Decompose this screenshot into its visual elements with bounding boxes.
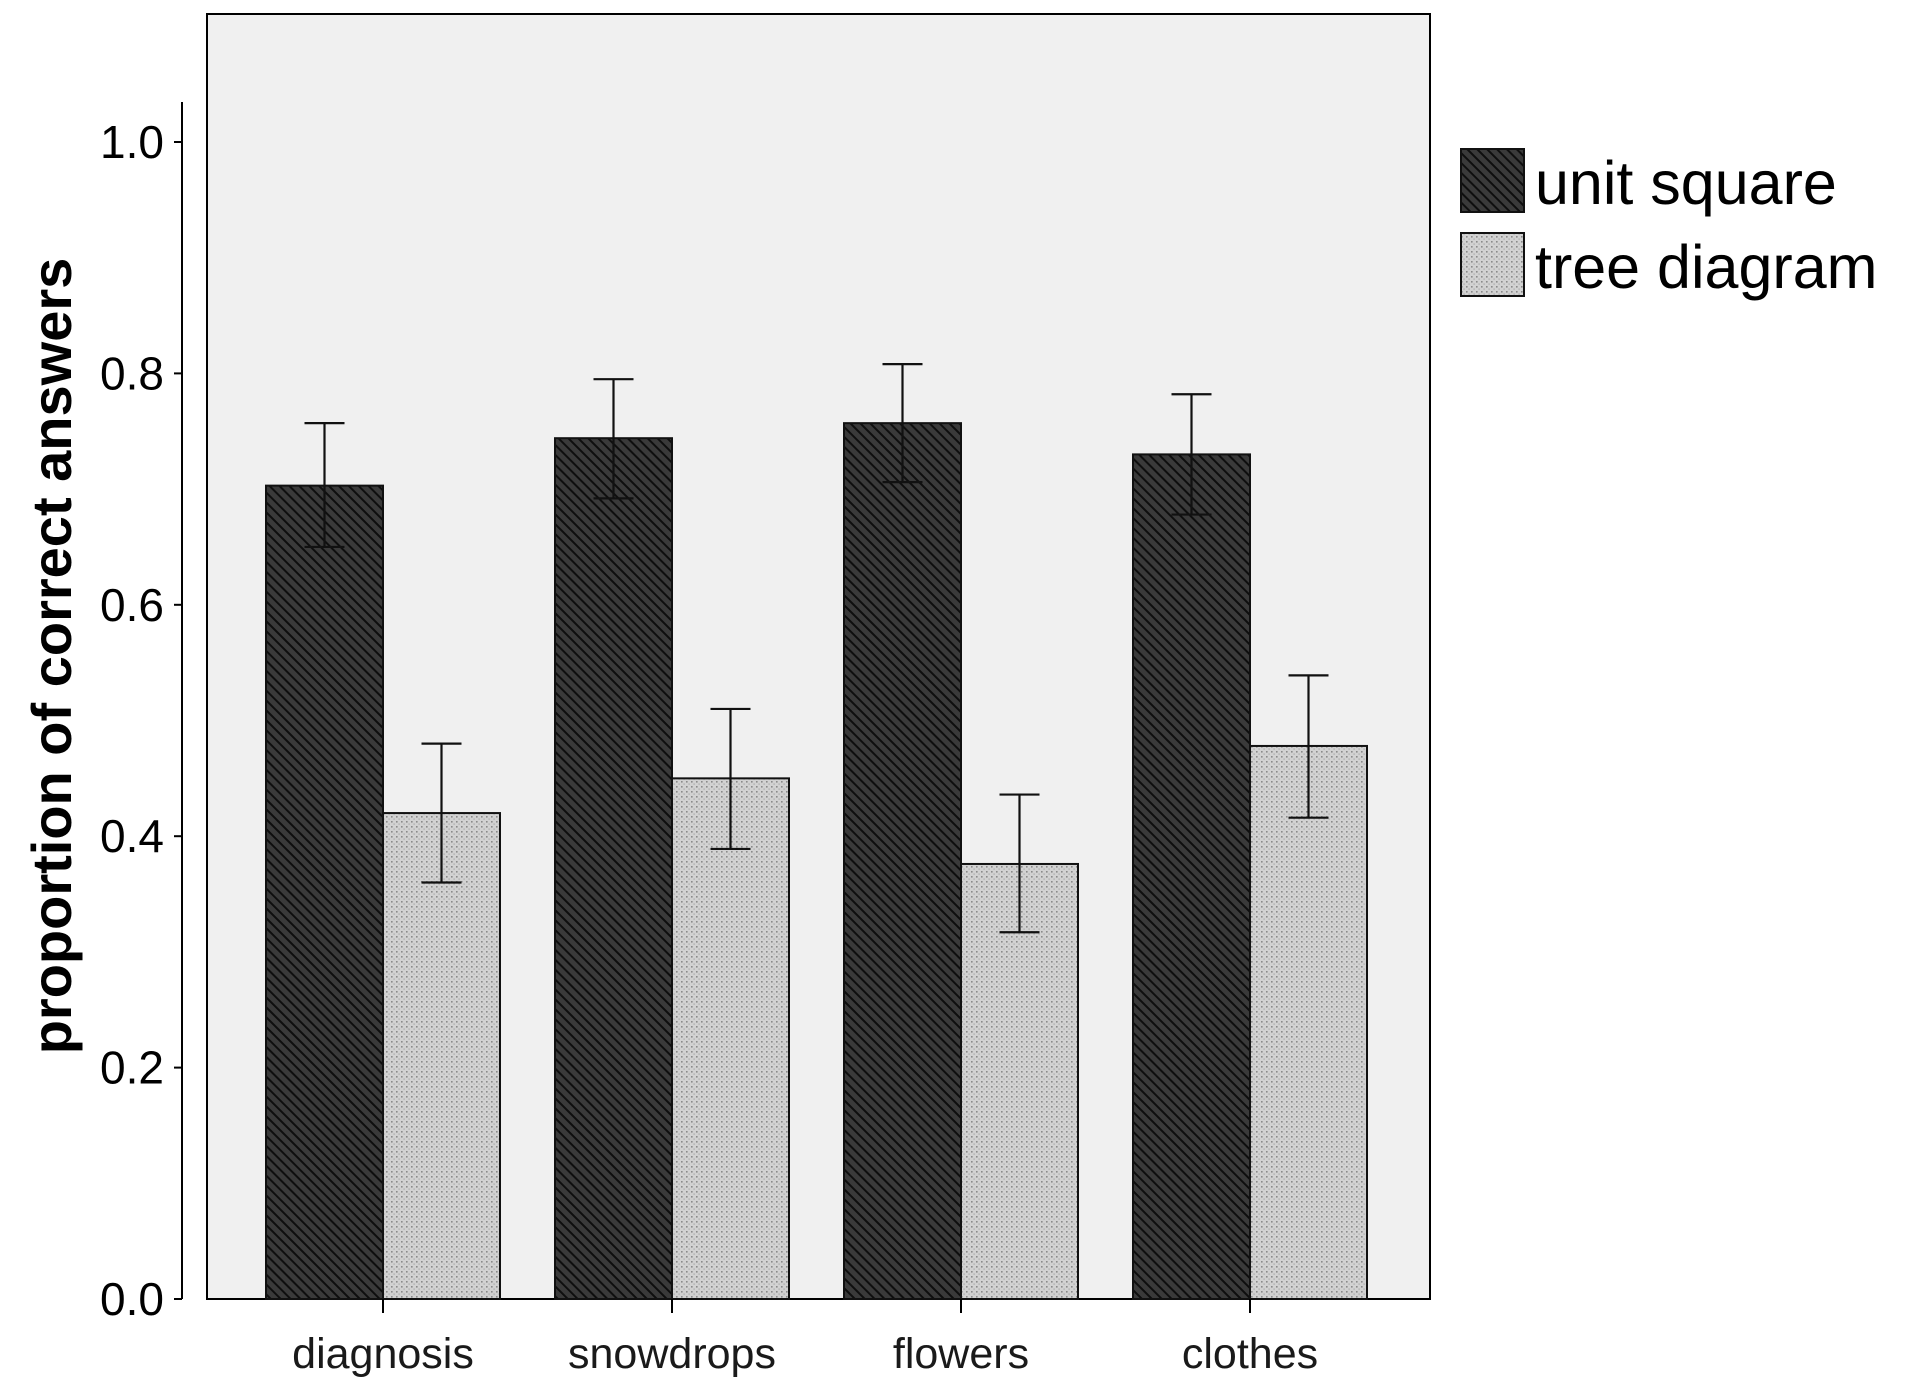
- y-tick-label-0.0: 0.0: [100, 1273, 164, 1325]
- bar-tree-diagram-snowdrops: [671, 777, 790, 1300]
- bar-unit-square-snowdrops: [554, 437, 673, 1300]
- x-tick-label-diagnosis: diagnosis: [292, 1330, 474, 1378]
- bar-unit-square-diagnosis: [265, 484, 384, 1300]
- legend-swatch-tree-diagram: [1460, 232, 1525, 297]
- y-tick-label-0.6: 0.6: [100, 579, 164, 631]
- y-tick-label-0.2: 0.2: [100, 1042, 164, 1094]
- bar-unit-square-clothes: [1132, 453, 1251, 1300]
- error-bar-tree-diagram-snowdrops: [710, 707, 751, 851]
- error-bar-tree-diagram-clothes: [1288, 674, 1329, 819]
- legend-label-unit-square: unit square: [1535, 149, 1837, 217]
- error-bar-unit-square-snowdrops: [593, 378, 634, 500]
- error-bar-tree-diagram-diagnosis: [421, 742, 462, 884]
- bar-tree-diagram-clothes: [1249, 744, 1368, 1300]
- legend-swatch-unit-square: [1460, 148, 1525, 213]
- error-bar-unit-square-diagnosis: [304, 422, 345, 549]
- chart-axes: diagnosis snowdrops flowers clothes 0.0 0.2 0.…: [100, 102, 1318, 1378]
- legend: unit square tree diagram: [1460, 148, 1877, 301]
- legend-item-tree-diagram: tree diagram: [1460, 232, 1877, 301]
- bar-tree-diagram-diagnosis: [382, 812, 501, 1300]
- bar-unit-square-flowers: [843, 422, 962, 1300]
- error-bar-unit-square-clothes: [1171, 393, 1212, 516]
- x-tick-label-flowers: flowers: [893, 1330, 1029, 1378]
- legend-item-unit-square: unit square: [1460, 148, 1837, 217]
- error-bar-unit-square-flowers: [882, 363, 923, 484]
- y-tick-label-0.8: 0.8: [100, 347, 164, 399]
- x-tick-label-snowdrops: snowdrops: [568, 1330, 776, 1378]
- x-tick-label-clothes: clothes: [1182, 1330, 1318, 1378]
- y-tick-label-0.4: 0.4: [100, 810, 164, 862]
- error-bar-tree-diagram-flowers: [999, 793, 1040, 934]
- y-axis-title: proportion of correct answers: [20, 258, 83, 1055]
- legend-label-tree-diagram: tree diagram: [1535, 233, 1877, 301]
- y-tick-label-1.0: 1.0: [100, 116, 164, 168]
- chart-marks: [265, 363, 1368, 1301]
